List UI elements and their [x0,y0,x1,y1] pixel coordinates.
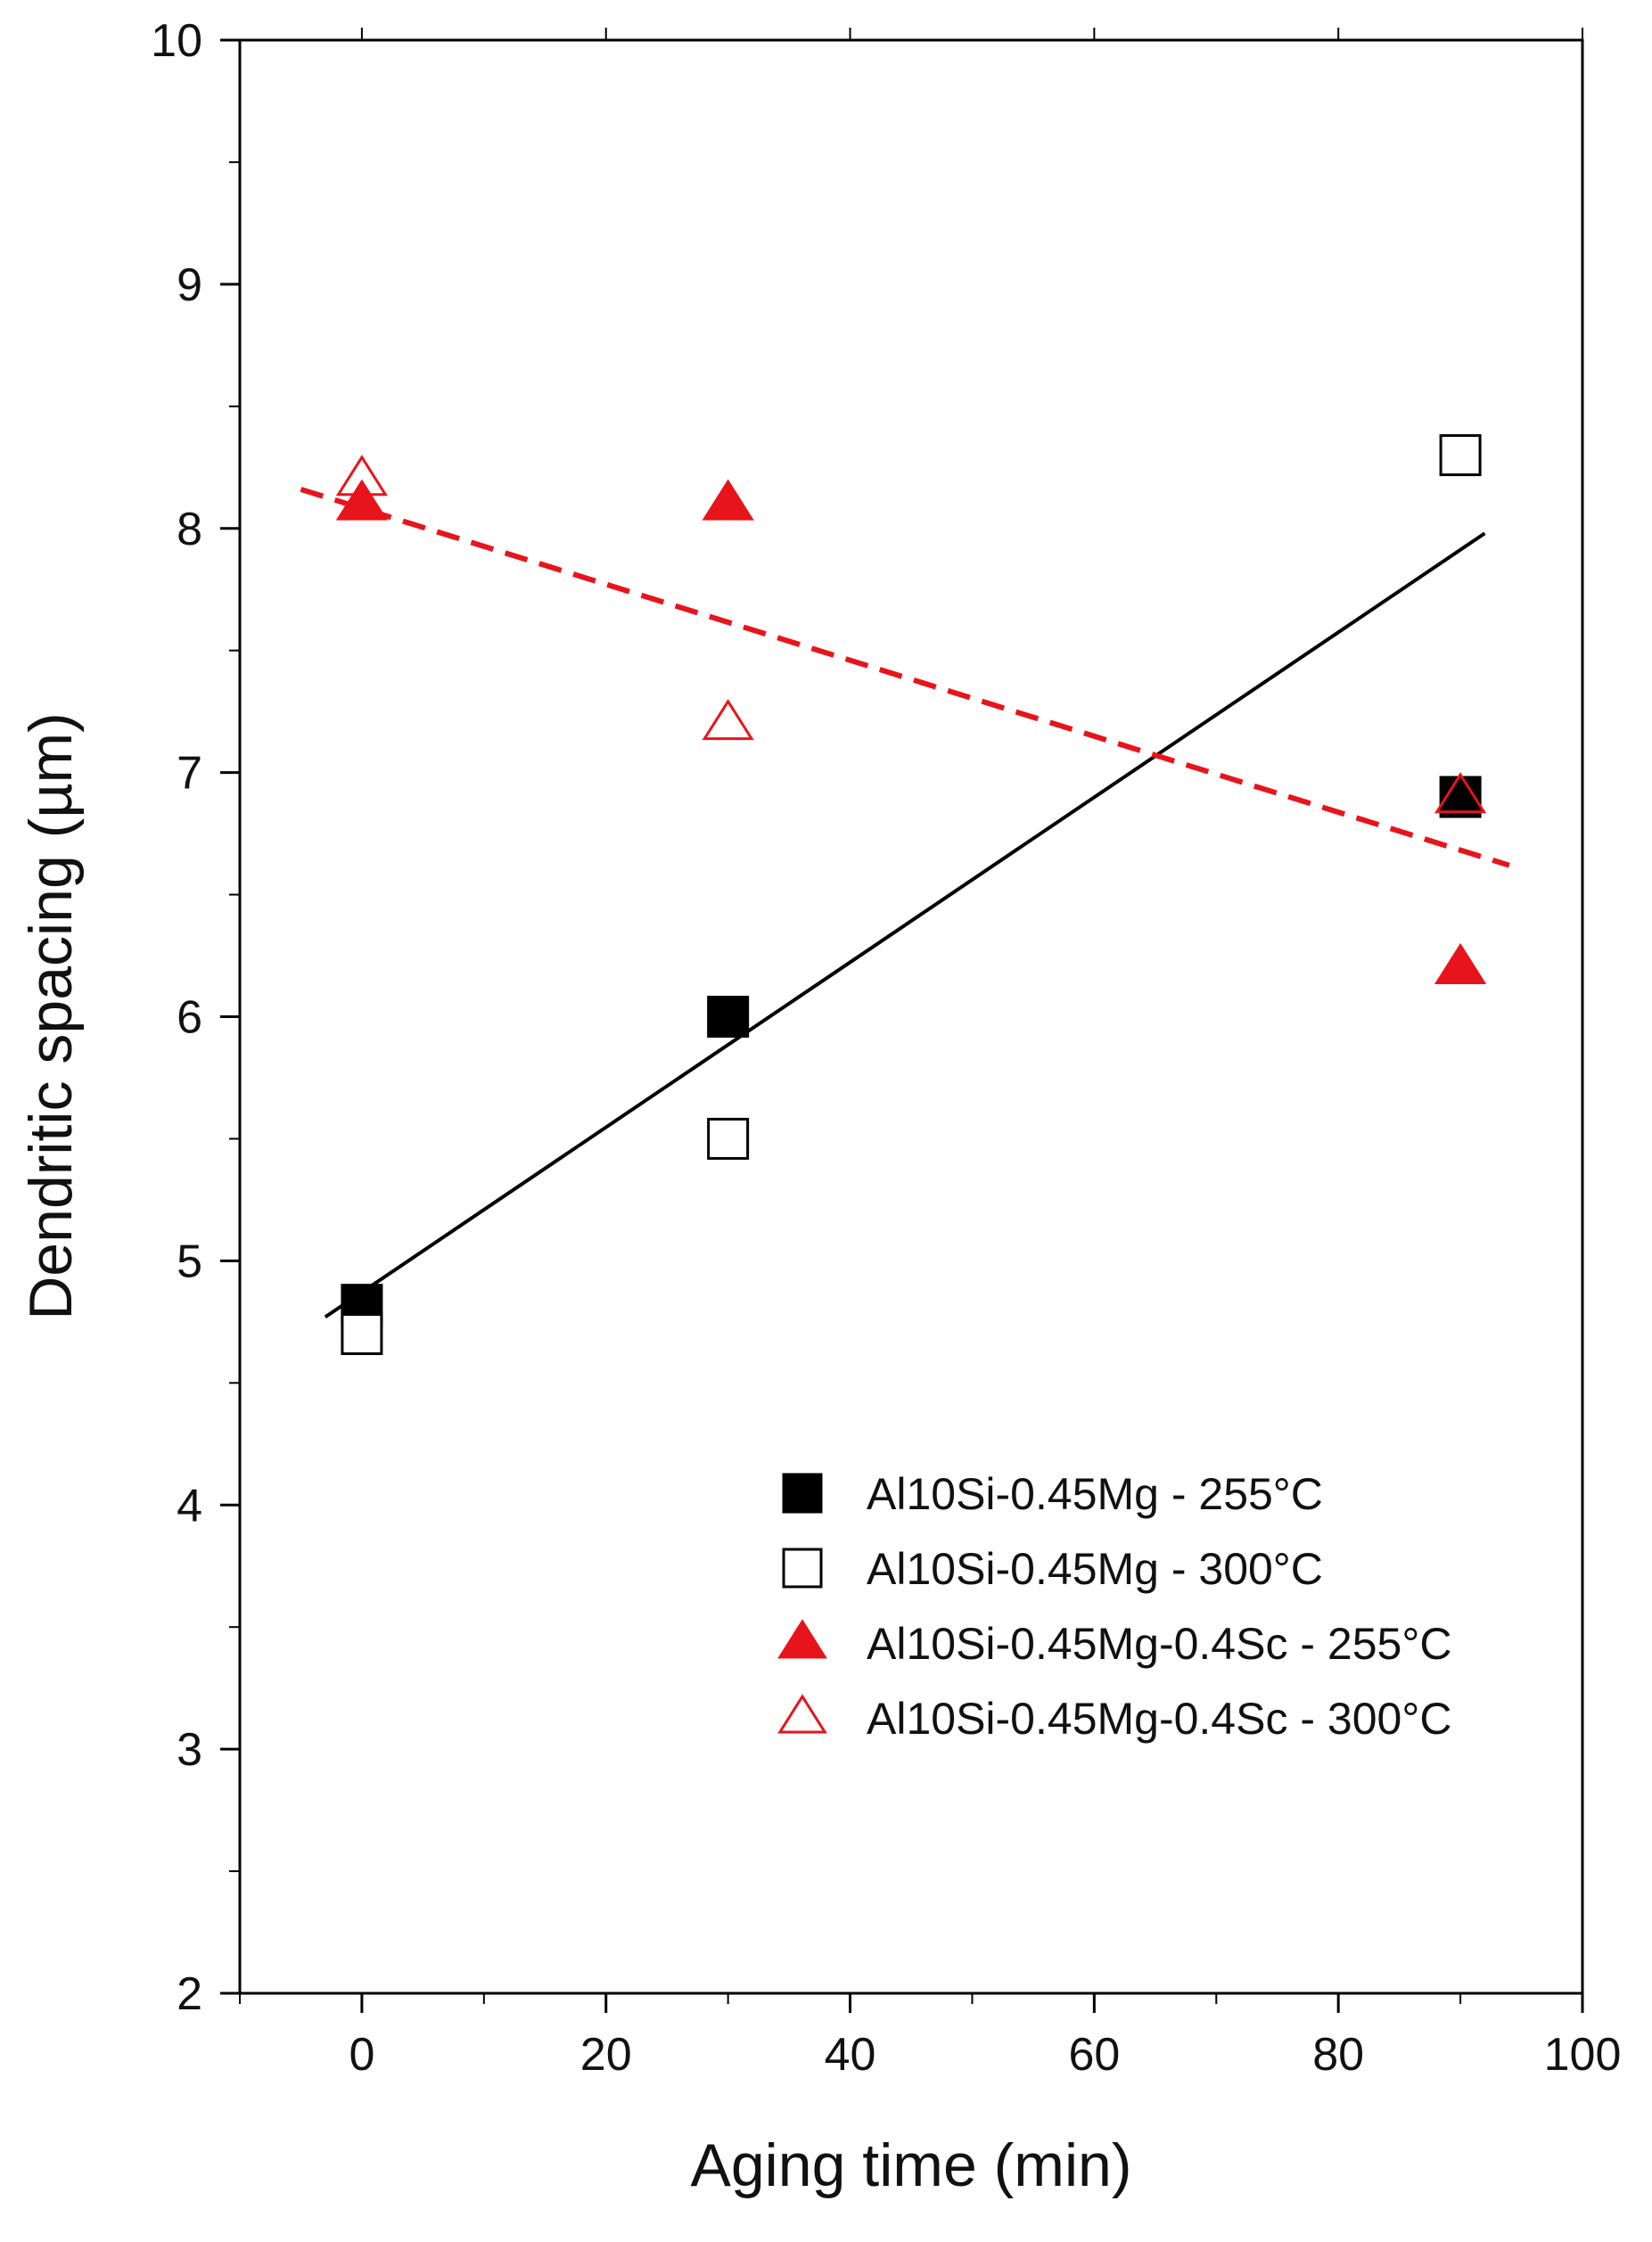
fit-Al10Si-0.45Mg-0.4Sc-line [300,487,1510,868]
legend-label-4: Al10Si-0.45Mg-0.4Sc - 300°C [867,1694,1451,1744]
data-point-series-2 [341,1313,383,1356]
data-point-series-2 [707,1117,750,1160]
x-tick-label: 60 [1068,2029,1120,2081]
y-tick-label: 9 [177,259,202,311]
legend-marker-1 [782,1473,823,1514]
data-point-series-4 [1434,772,1487,814]
x-tick-label: 100 [1544,2029,1622,2081]
data-point-series-4 [335,455,389,497]
y-tick-label: 10 [151,15,202,67]
legend-label-2: Al10Si-0.45Mg - 300°C [867,1544,1323,1594]
legend: Al10Si-0.45Mg - 255°C Al10Si-0.45Mg - 300… [777,1469,1451,1744]
y-tick-label: 6 [177,992,202,1044]
data-point-series-1 [707,996,750,1038]
axis-ticks: 0 20 40 60 80 100 2 3 4 5 6 7 8 9 10 [151,15,1621,2081]
data-point-series-3 [702,479,754,521]
x-tick-label: 20 [580,2029,632,2081]
y-tick-label: 8 [177,504,202,555]
data-point-series-4 [702,698,754,741]
x-tick-label: 40 [825,2029,876,2081]
data-point-series-3 [335,479,389,521]
y-tick-label: 4 [177,1480,202,1532]
legend-marker-3 [777,1619,827,1659]
x-tick-label: 80 [1312,2029,1364,2081]
legend-marker-2 [782,1548,823,1589]
y-axis-title: Dendritic spacing (µm) [17,712,85,1320]
data-points [335,434,1487,1356]
fit-Al10Si-0.45Mg-line [324,531,1486,1319]
legend-marker-4 [777,1694,827,1734]
x-tick-label: 0 [349,2029,374,2081]
y-tick-label: 7 [177,748,202,800]
x-axis-title: Aging time (min) [690,2131,1131,2199]
data-point-series-3 [1434,942,1487,984]
data-point-series-2 [1439,434,1482,477]
y-tick-label: 3 [177,1724,202,1776]
fit-lines [300,487,1510,1319]
legend-label-1: Al10Si-0.45Mg - 255°C [867,1469,1323,1519]
y-tick-label: 2 [177,1968,202,2020]
legend-label-3: Al10Si-0.45Mg-0.4Sc - 255°C [867,1619,1451,1669]
y-tick-label: 5 [177,1236,202,1287]
